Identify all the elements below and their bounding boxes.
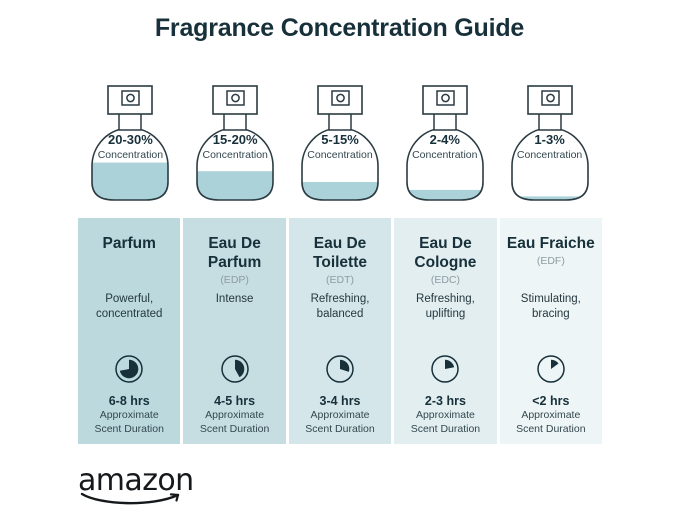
card-title: Eau Fraiche <box>506 235 595 252</box>
perfume-bottle-icon <box>498 80 602 212</box>
fragrance-card-3[interactable]: Eau De Toilette (EDT) Refreshing, balanc… <box>288 218 392 444</box>
duration-caption-line1: Approximate <box>521 409 581 421</box>
bottle-1: 20-30% Concentration <box>78 80 183 212</box>
duration-value: 6-8 hrs <box>108 394 150 408</box>
page-title: Fragrance Concentration Guide <box>154 14 525 42</box>
duration-caption-line1: Approximate <box>310 409 370 421</box>
duration-caption-line2: Scent Duration <box>410 422 481 435</box>
card-description: Intense <box>215 293 254 305</box>
scent-duration-clock-icon <box>78 354 180 384</box>
card-duration-group: 2-3 hrs Approximate Scent Duration <box>394 393 496 436</box>
card-description: Stimulating, bracing <box>520 293 581 320</box>
duration-caption-line1: Approximate <box>205 409 265 421</box>
perfume-bottle-icon <box>183 80 287 212</box>
duration-value: <2 hrs <box>532 394 570 408</box>
amazon-smile-icon <box>80 492 180 505</box>
card-abbreviation: (EDT) <box>326 274 355 286</box>
bottle-3: 5-15% Concentration <box>288 80 393 212</box>
card-description: Refreshing, balanced <box>310 293 370 320</box>
fragrance-card-1[interactable]: Parfum Powerful, concentrated 6-8 hrs Ap… <box>78 218 181 444</box>
amazon-wordmark: amazon <box>78 463 194 498</box>
duration-caption-line2: Scent Duration <box>305 422 375 435</box>
duration-value: 2-3 hrs <box>424 394 466 408</box>
card-description: Powerful, concentrated <box>95 293 163 320</box>
card-title: Eau De Parfum <box>207 235 262 271</box>
fragrance-card-4[interactable]: Eau De Cologne (EDC) Refreshing, uplifti… <box>394 218 497 444</box>
amazon-logo: amazon <box>78 466 198 506</box>
perfume-bottle-icon <box>393 80 497 212</box>
scent-duration-clock-icon <box>394 354 496 384</box>
card-title: Eau De Cologne <box>414 235 477 271</box>
scent-duration-clock-icon <box>183 354 285 384</box>
scent-duration-clock-icon <box>500 354 602 384</box>
card-description: Refreshing, uplifting <box>416 293 475 320</box>
scent-duration-clock-icon <box>289 354 391 384</box>
card-duration-group: 3-4 hrs Approximate Scent Duration <box>289 393 391 436</box>
duration-caption-line2: Scent Duration <box>94 422 164 435</box>
fragrance-card-5[interactable]: Eau Fraiche (EDF) Stimulating, bracing <… <box>499 218 603 444</box>
duration-caption-line1: Approximate <box>99 409 159 421</box>
card-duration-group: 6-8 hrs Approximate Scent Duration <box>78 393 180 436</box>
card-abbreviation: (EDC) <box>430 274 460 286</box>
duration-caption-line2: Scent Duration <box>516 422 586 435</box>
card-abbreviation: (EDP) <box>220 274 249 286</box>
bottle-2: 15-20% Concentration <box>183 80 288 212</box>
card-title: Parfum <box>102 235 156 252</box>
bottles-row: 20-30% Concentration 15 <box>78 80 602 212</box>
card-duration-group: 4-5 hrs Approximate Scent Duration <box>183 393 285 436</box>
perfume-bottle-icon <box>288 80 392 212</box>
bottle-5: 1-3% Concentration <box>497 80 602 212</box>
duration-value: 3-4 hrs <box>319 394 361 408</box>
card-abbreviation <box>78 254 180 269</box>
duration-caption-line2: Scent Duration <box>199 422 270 435</box>
duration-value: 4-5 hrs <box>214 394 256 408</box>
perfume-bottle-icon <box>78 80 182 212</box>
fragrance-card-2[interactable]: Eau De Parfum (EDP) Intense 4-5 hrs Appr… <box>183 218 286 444</box>
card-abbreviation: (EDF) <box>536 255 565 267</box>
card-duration-group: <2 hrs Approximate Scent Duration <box>500 393 602 436</box>
duration-caption-line1: Approximate <box>415 409 475 421</box>
bottle-4: 2-4% Concentration <box>392 80 497 212</box>
fragrance-cards-row: Parfum Powerful, concentrated 6-8 hrs Ap… <box>78 218 603 444</box>
card-title: Eau De Toilette <box>313 235 367 271</box>
